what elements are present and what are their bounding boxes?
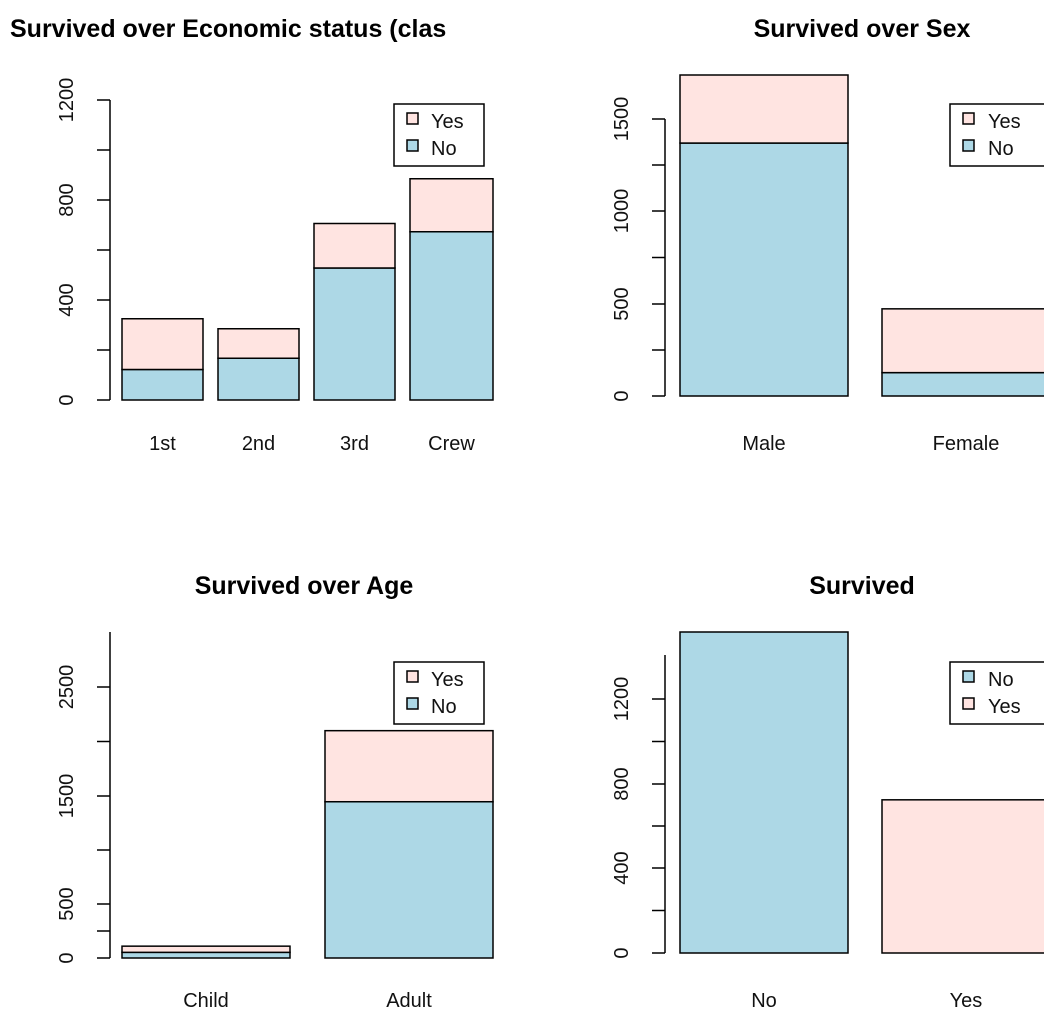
bar-yes-count — [881, 799, 1044, 954]
legend-swatch-no — [406, 139, 419, 152]
bar-female-yes — [881, 308, 1044, 374]
y-tick-label: 0 — [56, 952, 78, 963]
x-category-label: 3rd — [340, 433, 369, 455]
legend-box — [949, 103, 1044, 167]
bars — [679, 74, 1044, 397]
y-tick-label: 1200 — [56, 78, 78, 123]
legend-label-no: No — [431, 696, 457, 718]
bar-2nd-yes — [217, 328, 300, 359]
legend-label-no: No — [988, 669, 1014, 691]
y-tick-label: 1500 — [56, 774, 78, 819]
y-axis: 0 500 1000 1500 — [611, 97, 666, 402]
y-tick-label: 800 — [611, 767, 633, 800]
y-tick-label: 1000 — [611, 189, 633, 234]
bar-no-count — [679, 631, 849, 954]
x-category-label: 1st — [149, 433, 176, 455]
legend-label-yes: Yes — [431, 669, 464, 691]
legend-box — [393, 103, 485, 167]
legend-label-yes: Yes — [988, 111, 1021, 133]
y-tick-label: 500 — [611, 287, 633, 320]
y-tick-label: 1200 — [611, 677, 633, 722]
legend: Yes No — [393, 661, 485, 725]
bars — [121, 729, 494, 959]
legend-label-no: No — [988, 138, 1014, 160]
panel-economic-status: Survived over Economic status (clas 0 400… — [10, 15, 494, 455]
bar-3rd-no — [313, 267, 396, 401]
y-tick-label: 400 — [56, 283, 78, 316]
legend-label-yes: Yes — [988, 696, 1021, 718]
y-tick-label: 500 — [56, 887, 78, 920]
bars — [121, 178, 494, 401]
bar-adult-no — [324, 800, 494, 959]
legend-swatch-yes — [962, 697, 975, 710]
y-tick-label: 2500 — [56, 665, 78, 710]
y-tick-label: 800 — [56, 183, 78, 216]
chart-title: Survived over Age — [195, 572, 414, 600]
bar-2nd-no — [217, 357, 300, 401]
category-labels: 1st 2nd 3rd Crew — [149, 433, 475, 455]
category-labels: Male Female — [742, 433, 999, 455]
bar-male-no — [679, 142, 849, 397]
bar-male-yes — [679, 74, 849, 144]
y-tick-label: 0 — [56, 394, 78, 405]
y-tick-label: 0 — [611, 947, 633, 958]
x-category-label: Child — [183, 990, 229, 1012]
bar-adult-yes — [324, 729, 494, 803]
legend-swatch-no — [962, 670, 975, 683]
y-tick-label: 400 — [611, 851, 633, 884]
legend: No Yes — [949, 661, 1044, 725]
y-tick-label: 0 — [611, 390, 633, 401]
x-category-label: Female — [933, 433, 1000, 455]
legend-swatch-yes — [406, 670, 419, 683]
x-category-label: Adult — [386, 990, 432, 1012]
legend-swatch-yes — [406, 112, 419, 125]
bar-crew-yes — [409, 178, 494, 233]
chart-title: Survived — [809, 572, 915, 600]
chart-title: Survived over Sex — [754, 15, 971, 43]
panel-survived: Survived 0 400 800 1200 No Yes No Yes — [611, 572, 1044, 1012]
legend-swatch-no — [962, 139, 975, 152]
bar-1st-no — [121, 368, 204, 401]
x-category-label: Crew — [428, 433, 475, 455]
legend: Yes No — [949, 103, 1044, 167]
legend-swatch-no — [406, 697, 419, 710]
bars — [679, 631, 1044, 954]
y-tick-label: 1500 — [611, 97, 633, 142]
y-axis: 0 400 800 1200 — [56, 78, 111, 406]
legend-label-yes: Yes — [431, 111, 464, 133]
y-axis: 0 500 1500 2500 — [56, 632, 111, 964]
legend-swatch-yes — [962, 112, 975, 125]
bar-female-no — [881, 371, 1044, 397]
chart-title: Survived over Economic status (clas — [10, 15, 446, 43]
x-category-label: No — [751, 990, 777, 1012]
y-axis: 0 400 800 1200 — [611, 655, 666, 959]
panel-sex: Survived over Sex 0 500 1000 1500 Male Femal… — [611, 15, 1044, 455]
bar-child-no — [121, 951, 291, 959]
bar-crew-no — [409, 231, 494, 401]
x-category-label: 2nd — [242, 433, 275, 455]
legend: Yes No — [393, 103, 485, 167]
category-labels: No Yes — [751, 990, 982, 1012]
panel-age: Survived over Age 0 500 1500 2500 Child Adul… — [56, 572, 494, 1012]
bar-1st-yes — [121, 318, 204, 371]
category-labels: Child Adult — [183, 990, 432, 1012]
bar-3rd-yes — [313, 222, 396, 269]
legend-label-no: No — [431, 138, 457, 160]
bar-child-yes — [121, 945, 291, 954]
x-category-label: Yes — [950, 990, 983, 1012]
x-category-label: Male — [742, 433, 785, 455]
